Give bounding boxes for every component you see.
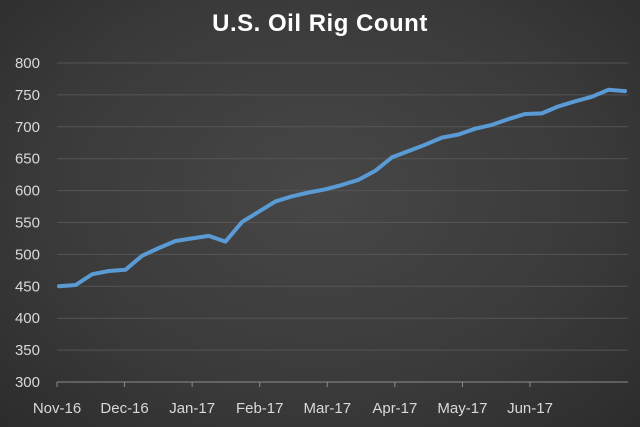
series-line (57, 87, 627, 289)
y-tick-label: 350 (15, 342, 40, 359)
x-tick-label: Feb-17 (236, 400, 284, 417)
y-tick-label: 550 (15, 215, 40, 232)
x-tick-label: Jun-17 (507, 400, 553, 417)
axes (56, 381, 628, 387)
y-tick-label: 300 (15, 374, 40, 391)
y-tick-label: 800 (15, 55, 40, 72)
y-tick-label: 500 (15, 246, 40, 263)
y-tick-label: 650 (15, 151, 40, 168)
y-tick-label: 700 (15, 119, 40, 136)
x-tick-label: Jan-17 (169, 400, 215, 417)
tick-labels: 300 350 400 450 500 550 600 650 700 750 800 Nov-16 D… (15, 55, 553, 417)
x-tick-label: Apr-17 (372, 400, 417, 417)
x-tick-label: Nov-16 (33, 400, 81, 417)
gridlines (57, 62, 628, 383)
x-tick-label: May-17 (437, 400, 487, 417)
chart-title: U.S. Oil Rig Count (212, 10, 428, 37)
y-tick-label: 600 (15, 183, 40, 200)
x-tick-label: Dec-16 (100, 400, 148, 417)
y-tick-label: 450 (15, 278, 40, 295)
y-tick-label: 400 (15, 310, 40, 327)
y-tick-label: 750 (15, 87, 40, 104)
series-layer (57, 87, 627, 289)
x-tick-label: Mar-17 (304, 400, 352, 417)
